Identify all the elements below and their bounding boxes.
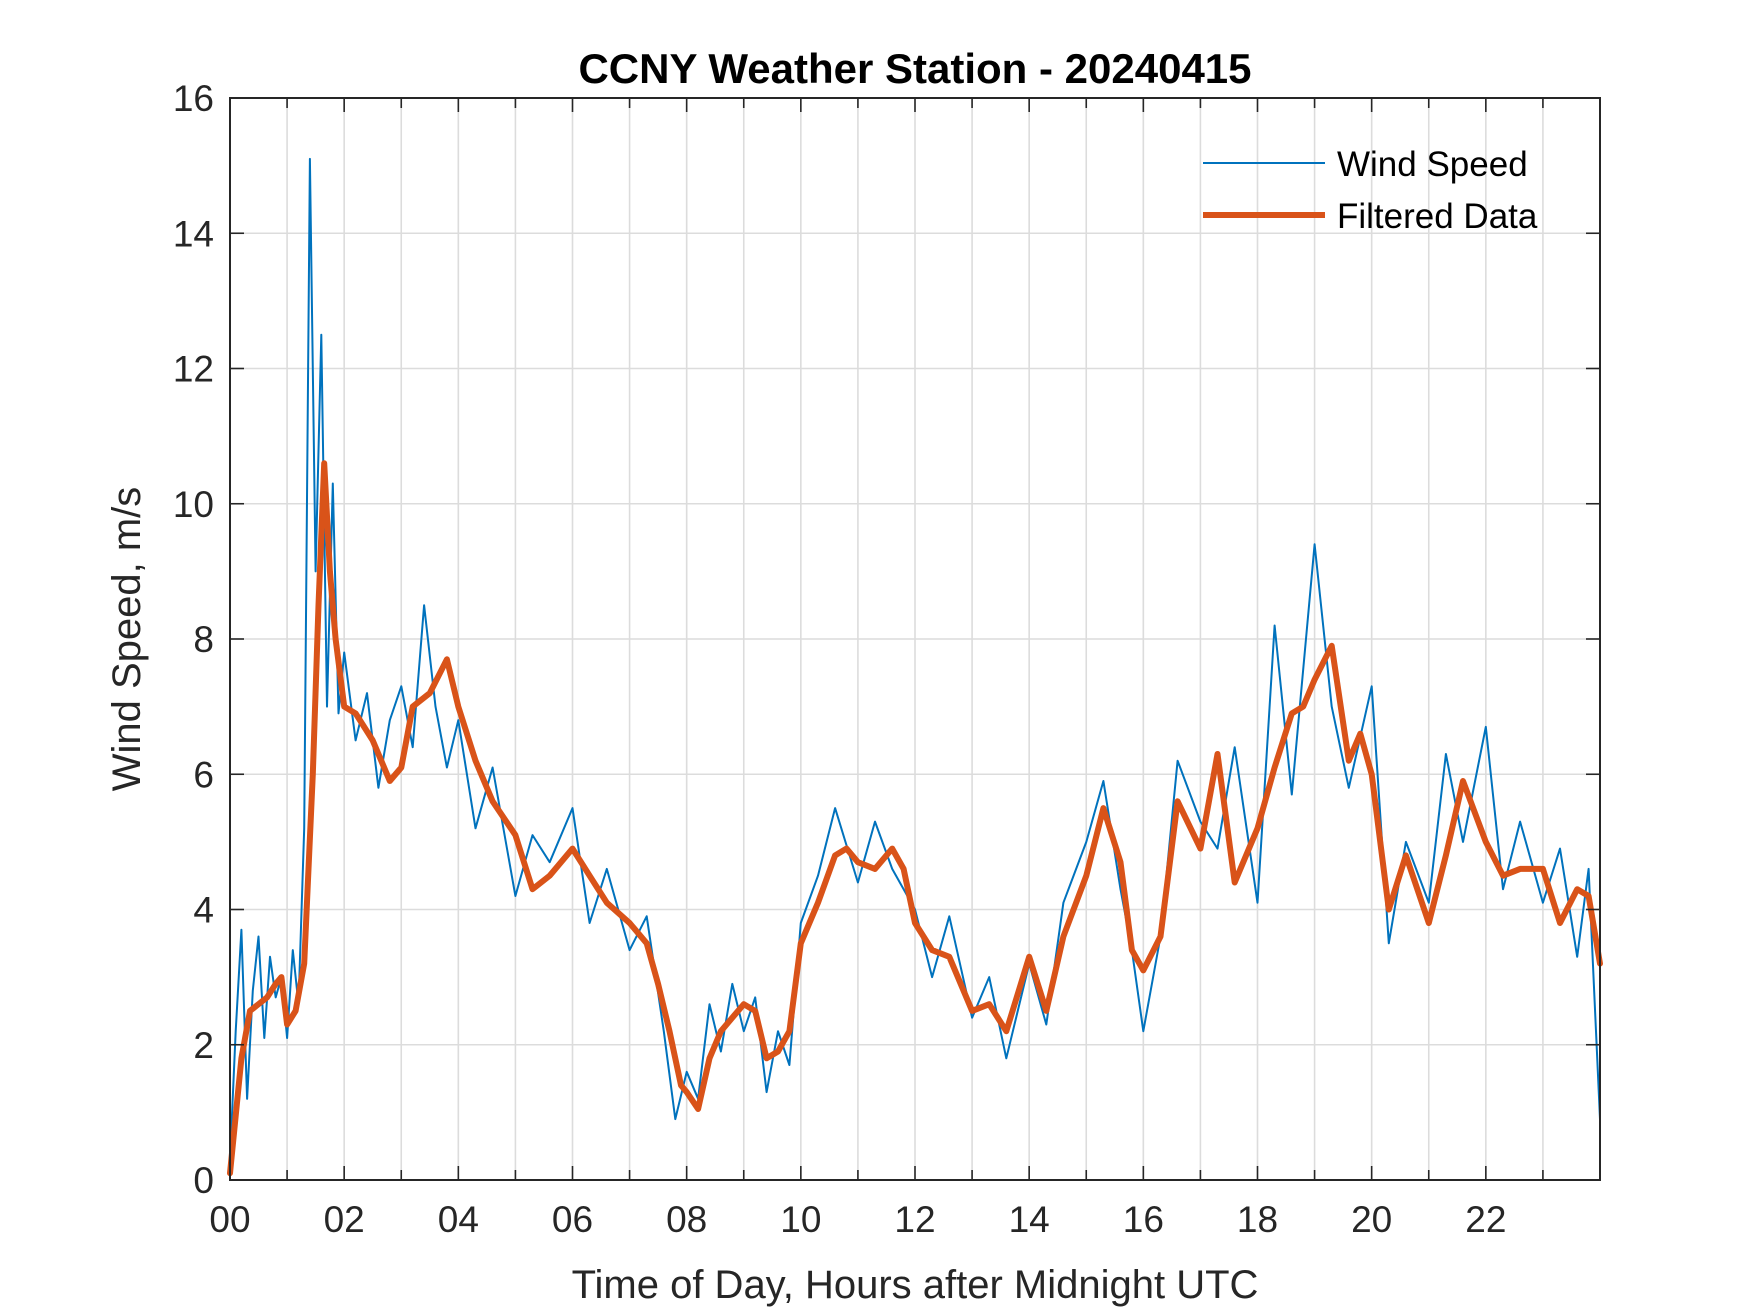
- series-layer: [227, 157, 1603, 1177]
- legend-label-filtered-data: Filtered Data: [1337, 197, 1538, 236]
- x-tick-label: 16: [1123, 1199, 1164, 1240]
- x-tick-label: 06: [552, 1199, 593, 1240]
- y-tick-label: 16: [173, 78, 214, 119]
- y-axis-title: Wind Speed, m/s: [105, 487, 149, 792]
- x-tick-label: 14: [1009, 1199, 1050, 1240]
- y-tick-label: 8: [193, 619, 214, 660]
- x-axis-title: Time of Day, Hours after Midnight UTC: [572, 1263, 1259, 1307]
- legend: Wind Speed Filtered Data: [1203, 145, 1538, 236]
- x-tick-label: 04: [438, 1199, 479, 1240]
- series-line-wind-speed: [229, 157, 1601, 1161]
- y-tick-label: 12: [173, 349, 214, 390]
- chart-title: CCNY Weather Station - 20240415: [578, 45, 1251, 92]
- x-tick-label: 08: [666, 1199, 707, 1240]
- y-tick-label: 6: [193, 754, 214, 795]
- y-tick-label: 10: [173, 484, 214, 525]
- x-tick-label: 00: [209, 1199, 250, 1240]
- legend-label-wind-speed: Wind Speed: [1337, 145, 1528, 184]
- y-tick-label: 0: [193, 1160, 214, 1201]
- x-tick-label: 18: [1237, 1199, 1278, 1240]
- x-tick-label: 12: [894, 1199, 935, 1240]
- x-tick-label: 02: [324, 1199, 365, 1240]
- series-line-filtered-data: [227, 460, 1603, 1177]
- x-tick-label: 22: [1465, 1199, 1506, 1240]
- y-tick-label: 2: [193, 1025, 214, 1066]
- y-tick-label: 14: [173, 213, 214, 254]
- x-tick-label: 20: [1351, 1199, 1392, 1240]
- y-tick-label: 4: [193, 890, 214, 931]
- x-tick-label: 10: [780, 1199, 821, 1240]
- axis-ticks: [230, 98, 1600, 1180]
